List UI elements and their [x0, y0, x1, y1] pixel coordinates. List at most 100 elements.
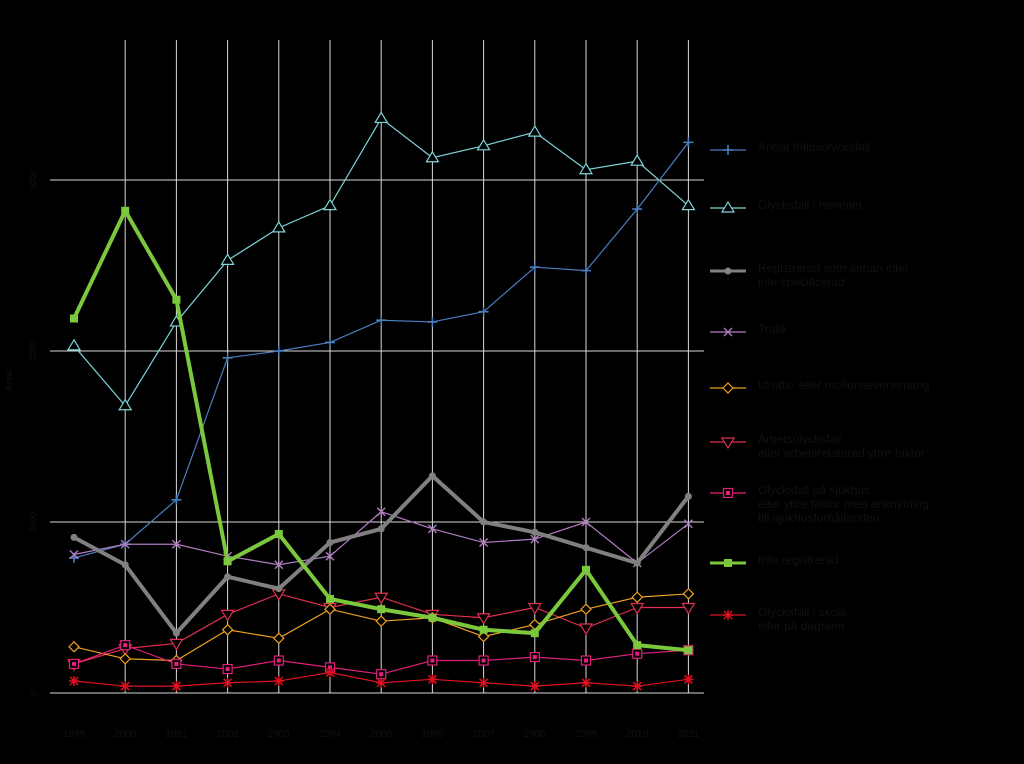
data-point [325, 337, 335, 348]
data-point [529, 681, 540, 692]
data-point [274, 529, 283, 538]
data-point [581, 265, 591, 276]
legend-swatch [710, 559, 746, 567]
data-point [377, 525, 385, 533]
data-point [171, 494, 182, 505]
data-point [222, 677, 233, 688]
data-point [271, 220, 286, 233]
data-point [171, 658, 182, 670]
legend-label: Inte registrerad [758, 553, 839, 567]
data-point [66, 338, 82, 351]
y-axis-label: Antal [4, 370, 14, 391]
data-point [220, 609, 235, 622]
data-point [376, 507, 386, 517]
x-tick-label: 2000 [114, 729, 137, 740]
data-point [273, 655, 284, 666]
legend-item: Annat fritidsolycksfall [706, 140, 1024, 180]
legend-swatch [710, 145, 746, 155]
legend-item: Trafik [706, 322, 1024, 362]
data-point [222, 352, 233, 363]
legend-marker [723, 327, 733, 337]
data-point [428, 613, 437, 622]
legend-label: Olycksfall i skola eller på daghem [758, 605, 847, 633]
data-point [427, 655, 438, 666]
data-point [272, 632, 285, 645]
legend-label: Annat fritidsolycksfall [758, 140, 871, 154]
data-point [529, 262, 540, 273]
data-point [273, 346, 284, 356]
data-point [631, 591, 644, 604]
data-point [171, 539, 181, 549]
data-point [326, 539, 334, 547]
x-tick-label: 1999 [63, 729, 86, 740]
data-point [682, 587, 695, 600]
legend-swatch [710, 327, 746, 337]
data-point [376, 669, 387, 680]
series-5 [66, 589, 696, 672]
legend-marker [720, 200, 736, 213]
x-tick-label: 2009 [575, 729, 598, 740]
legend-label: Registrerad som annan eller inte specifi… [758, 261, 909, 289]
data-point [275, 585, 283, 593]
data-point [120, 681, 131, 692]
data-point [375, 615, 388, 628]
data-point [578, 162, 594, 175]
data-point [531, 528, 539, 536]
data-point [683, 137, 694, 148]
data-point [120, 640, 131, 651]
data-point [70, 314, 78, 323]
data-point [68, 640, 80, 653]
x-tick-label: 2001 [165, 729, 188, 740]
y-tick-label: 2000 [28, 341, 38, 361]
data-point [632, 681, 643, 692]
x-tick-label: 2003 [268, 729, 291, 740]
data-point [581, 517, 591, 527]
data-point [325, 551, 335, 561]
data-point [325, 667, 335, 678]
data-point [121, 561, 129, 569]
chart-axis-labels: 0 1000 2000 3000 Antal 1999 2000 2001 2002 2003 20… [4, 170, 700, 740]
legend-item: Olycksfall i skola eller på daghem [706, 605, 1024, 645]
data-point [172, 295, 181, 304]
data-point [580, 655, 592, 666]
data-point [529, 651, 540, 663]
data-point [324, 603, 336, 616]
data-point [476, 613, 491, 625]
data-point [578, 623, 594, 636]
legend-item: Registrerad som annan eller inte specifi… [706, 261, 1024, 301]
data-point [479, 625, 488, 634]
data-point [683, 519, 693, 529]
data-point [374, 592, 389, 605]
data-point [478, 306, 489, 317]
data-point [69, 676, 79, 687]
data-point [427, 524, 437, 534]
legend-marker [722, 382, 734, 394]
data-point [477, 630, 490, 643]
data-point [70, 533, 78, 541]
legend-marker [724, 267, 732, 275]
data-point [527, 602, 542, 615]
legend-label: Olycksfall på sjukhus eller yttre faktor… [758, 483, 929, 525]
data-point [223, 557, 232, 566]
data-point [171, 681, 182, 692]
data-point [326, 594, 334, 603]
x-tick-label: 2010 [626, 729, 649, 740]
data-point [684, 646, 693, 655]
data-point [633, 641, 642, 650]
x-tick-label: 2007 [472, 729, 495, 740]
data-point [581, 677, 591, 688]
x-tick-label: 2006 [421, 729, 444, 740]
data-point [530, 534, 540, 544]
data-point [169, 638, 184, 651]
legend-marker [722, 487, 734, 499]
legend-swatch [710, 437, 746, 450]
legend-item: Arbetsolycksfall eller arbetsrelaterad y… [706, 432, 1024, 472]
legend-item: Inte registrerad [706, 553, 1024, 593]
chart-series [66, 111, 696, 692]
data-point [322, 198, 338, 211]
legend-swatch [710, 610, 746, 620]
y-tick-label: 3000 [28, 170, 38, 190]
y-tick-label: 0 [28, 690, 38, 695]
